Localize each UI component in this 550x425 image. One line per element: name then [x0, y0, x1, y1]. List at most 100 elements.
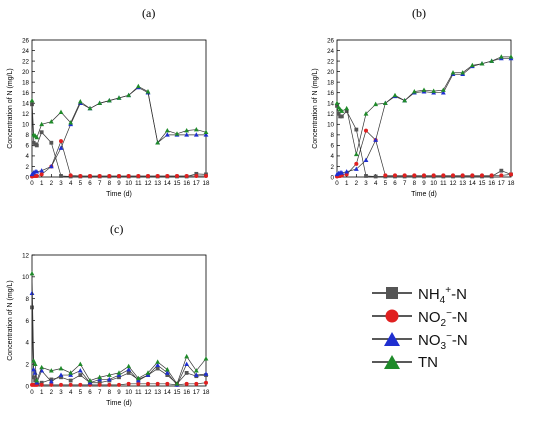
data-point-nh4 [126, 371, 131, 375]
data-point-nh4 [39, 130, 44, 135]
data-point-no3 [126, 367, 132, 372]
x-tick-label: 12 [145, 389, 152, 396]
panel-a-label: (a) [142, 6, 156, 20]
data-point-no2 [393, 173, 397, 178]
legend-item-no3: NO3−-N [370, 329, 540, 352]
data-point-tn [126, 92, 132, 98]
data-point-no3 [184, 361, 190, 366]
x-tick-label: 11 [440, 180, 447, 187]
y-tick-label: 2 [331, 164, 335, 171]
x-tick-label: 11 [135, 389, 142, 396]
x-tick-label: 6 [88, 389, 92, 396]
data-point-no3 [29, 290, 35, 296]
x-tick-label: 18 [508, 180, 515, 187]
data-point-nh4 [155, 366, 160, 371]
data-point-no3 [164, 132, 170, 137]
data-point-no2 [39, 172, 44, 177]
x-tick-label: 0 [30, 180, 34, 187]
data-point-no2 [412, 173, 417, 178]
y-tick-label: 8 [331, 132, 335, 139]
data-point-no2 [39, 382, 44, 387]
y-tick-label: 12 [22, 111, 29, 118]
data-point-tn [339, 108, 345, 113]
x-tick-label: 4 [69, 389, 73, 396]
data-point-tn [39, 364, 45, 370]
x-tick-label: 0 [335, 180, 339, 187]
x-tick-label: 5 [79, 389, 83, 396]
data-point-tn [193, 368, 199, 373]
y-tick-label: 2 [26, 361, 30, 368]
legend: NH4+-N NO2−-N NO3−-N TN [370, 283, 540, 375]
data-point-tn [68, 370, 74, 375]
data-point-tn [164, 128, 170, 133]
data-point-tn [363, 111, 369, 116]
data-point-no2 [175, 173, 179, 178]
data-point-no2 [68, 382, 73, 387]
data-point-no2 [59, 139, 63, 144]
x-tick-label: 9 [117, 389, 121, 396]
legend-label-tn: TN [418, 354, 438, 371]
data-point-tn [135, 375, 141, 381]
data-point-no2 [422, 173, 426, 178]
data-point-no2 [155, 173, 160, 178]
data-point-no2 [499, 173, 504, 178]
data-point-nh4 [49, 140, 54, 145]
x-tick-label: 15 [479, 180, 486, 187]
y-tick-label: 12 [327, 111, 334, 118]
data-point-tn [87, 105, 93, 111]
x-tick-label: 2 [355, 180, 359, 187]
data-point-nh4 [339, 114, 344, 119]
y-axis-label: Concentration of N (mg/L) [312, 68, 319, 149]
legend-label-nh4: NH4+-N [418, 285, 467, 306]
x-tick-label: 7 [98, 389, 102, 396]
data-point-no3 [193, 132, 199, 137]
data-point-tn [68, 120, 74, 125]
data-point-no3 [203, 371, 209, 376]
series-line-tn [31, 85, 207, 144]
x-tick-label: 13 [154, 389, 161, 396]
x-tick-label: 6 [88, 180, 92, 187]
data-point-no3 [193, 372, 199, 377]
x-tick-label: 18 [203, 180, 210, 187]
data-point-no2 [480, 173, 484, 178]
plot-frame [31, 254, 207, 387]
data-point-tn [174, 381, 180, 386]
x-tick-label: 7 [98, 180, 102, 187]
x-tick-label: 4 [374, 180, 378, 187]
data-point-no2 [97, 382, 102, 387]
data-point-no2 [59, 382, 63, 387]
x-tick-label: 17 [498, 180, 505, 187]
series-line-nh4 [31, 104, 207, 177]
data-point-nh4 [364, 174, 368, 178]
x-tick-label: 8 [413, 180, 417, 187]
x-tick-label: 11 [135, 180, 142, 187]
y-tick-label: 16 [327, 90, 334, 97]
data-point-tn [440, 87, 446, 92]
data-point-nh4 [33, 378, 38, 383]
data-point-nh4 [499, 168, 504, 173]
x-tick-label: 10 [125, 389, 132, 396]
y-tick-label: 20 [327, 69, 334, 76]
data-point-tn [58, 109, 64, 114]
data-point-nh4 [354, 127, 359, 132]
y-axis-label: Concentration of N (mg/L) [7, 68, 14, 149]
y-tick-label: 2 [26, 164, 30, 171]
data-point-tn [34, 134, 40, 140]
y-tick-label: 10 [22, 274, 29, 281]
y-tick-label: 10 [22, 122, 29, 129]
legend-item-nh4: NH4+-N [370, 283, 540, 306]
panel-c-label: (c) [110, 222, 124, 236]
x-tick-label: 6 [393, 180, 397, 187]
data-point-no2 [146, 173, 150, 178]
data-point-tn [126, 363, 132, 369]
y-tick-label: 24 [327, 48, 334, 55]
data-point-no2 [97, 173, 102, 178]
y-tick-label: 12 [22, 252, 29, 259]
data-point-no3 [353, 166, 359, 171]
x-tick-label: 15 [174, 180, 181, 187]
data-point-tn [48, 119, 54, 124]
x-tick-label: 8 [108, 389, 112, 396]
data-point-no2 [117, 382, 121, 387]
x-tick-label: 17 [193, 180, 200, 187]
data-point-tn [106, 97, 112, 103]
